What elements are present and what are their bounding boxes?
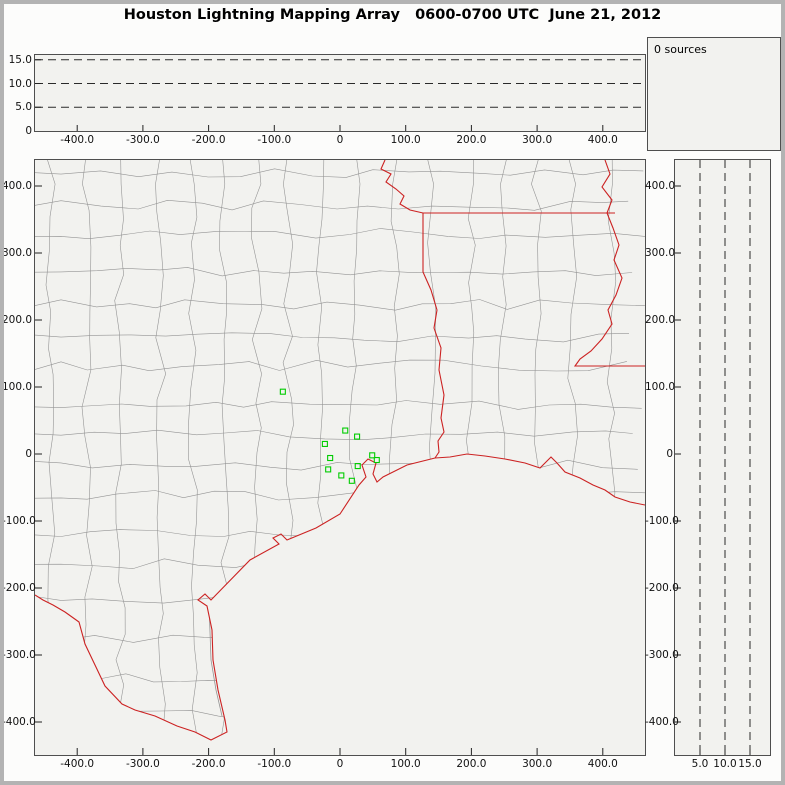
sources-count-panel: 0 sources — [647, 37, 781, 151]
tick-label: -200.0 — [191, 134, 226, 146]
altitude-ns-panel — [674, 159, 771, 756]
tick-label: -100.0 — [2, 515, 36, 527]
plan-view-map-panel — [34, 159, 646, 756]
station-marker — [325, 466, 332, 473]
tick-label: 100.0 — [2, 381, 33, 393]
station-marker — [348, 477, 355, 484]
station-marker — [342, 427, 349, 434]
state-border — [422, 213, 445, 459]
station-marker — [279, 388, 286, 395]
tick-label: -100.0 — [257, 134, 292, 146]
tick-label: 15.0 — [738, 758, 762, 770]
tick-label: -100.0 — [645, 515, 679, 527]
tick-label: 300.0 — [645, 247, 676, 259]
tick-label: -200.0 — [645, 582, 679, 594]
altitude-ew-panel — [34, 54, 646, 132]
station-marker — [321, 440, 328, 448]
tick-label: 15.0 — [8, 53, 32, 66]
tick-label: -200.0 — [2, 582, 36, 594]
tick-label: 400.0 — [2, 180, 33, 192]
tick-label: 10.0 — [8, 77, 32, 90]
page-title: Houston Lightning Mapping Array 0600-070… — [123, 7, 662, 23]
tick-label: -300.0 — [2, 649, 36, 661]
tick-label: 100.0 — [645, 381, 676, 393]
tick-label: 0 — [666, 448, 673, 460]
tick-label: 100.0 — [390, 758, 421, 770]
tick-label: 400.0 — [645, 180, 676, 192]
tick-label: 200.0 — [456, 758, 487, 770]
tick-label: 300.0 — [522, 758, 553, 770]
state-border — [573, 160, 645, 367]
tick-label: 100.0 — [390, 134, 421, 146]
tick-label: 5.0 — [691, 758, 709, 770]
sources-count: 0 sources — [654, 43, 707, 56]
tick-label: 300.0 — [2, 247, 33, 259]
tick-label: -400.0 — [2, 716, 36, 728]
tick-label: -400.0 — [645, 716, 679, 728]
tick-label: -400.0 — [60, 134, 95, 146]
station-marker — [327, 454, 334, 462]
lagoon-line — [208, 605, 223, 717]
tick-label: -300.0 — [125, 758, 160, 770]
tick-label: 10.0 — [713, 758, 737, 770]
altitude-ew-plot[interactable] — [35, 55, 645, 131]
tick-label: 400.0 — [587, 134, 618, 146]
tick-label: 200.0 — [645, 314, 676, 326]
station-marker — [373, 456, 380, 464]
station-marker — [354, 433, 361, 440]
station-marker — [369, 452, 376, 459]
station-marker — [338, 472, 345, 479]
state-border — [35, 453, 645, 741]
tick-label: 300.0 — [522, 134, 553, 146]
state-border — [380, 160, 615, 214]
tick-label: -400.0 — [60, 758, 95, 770]
tick-label: -200.0 — [191, 758, 226, 770]
altitude-ns-plot[interactable] — [675, 160, 770, 755]
tick-label: -300.0 — [645, 649, 679, 661]
tick-label: 5.0 — [15, 101, 32, 114]
tick-label: -300.0 — [125, 134, 160, 146]
tick-label: 200.0 — [456, 134, 487, 146]
county-lines — [35, 160, 645, 740]
plan-view-map-plot[interactable] — [35, 160, 645, 755]
tick-label: 200.0 — [2, 314, 33, 326]
tick-label: 0 — [336, 134, 344, 146]
tick-label: 0 — [336, 758, 344, 770]
tick-label: 0 — [25, 125, 32, 137]
tick-label: -100.0 — [257, 758, 292, 770]
tick-label: 400.0 — [587, 758, 618, 770]
tick-label: 0 — [25, 448, 32, 460]
station-marker — [354, 463, 361, 470]
